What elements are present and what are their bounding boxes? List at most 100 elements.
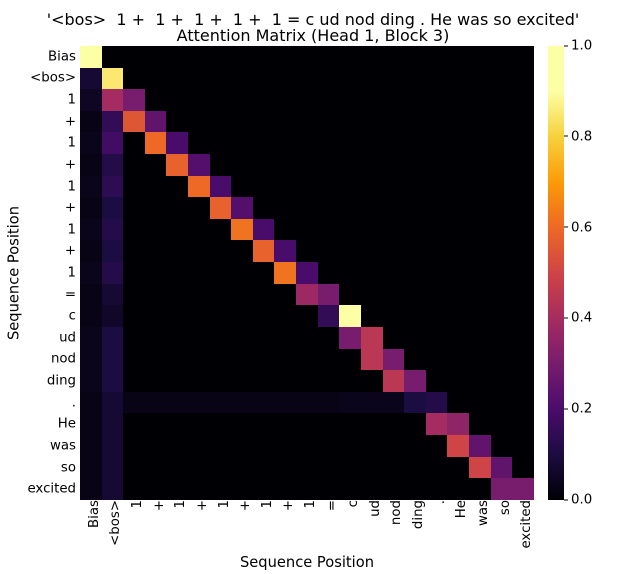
y-tick-label: nod (51, 352, 80, 367)
heatmap-cell (80, 240, 102, 262)
heatmap-cell (123, 370, 145, 392)
heatmap-cell (447, 89, 469, 111)
heatmap-cell (188, 327, 210, 349)
heatmap-cell (339, 478, 361, 500)
heatmap-cell (145, 457, 167, 479)
heatmap-cell (296, 111, 318, 133)
heatmap-cell (274, 305, 296, 327)
heatmap-cell (274, 349, 296, 371)
heatmap-cell (512, 327, 534, 349)
heatmap-cell (426, 132, 448, 154)
heatmap-cell (166, 68, 188, 90)
heatmap-cell (188, 240, 210, 262)
heatmap-cell (274, 176, 296, 198)
heatmap-cell (166, 413, 188, 435)
heatmap-cell (231, 305, 253, 327)
heatmap-cell (274, 392, 296, 414)
colorbar-tick: 0.6 (564, 220, 592, 235)
heatmap-cell (491, 413, 513, 435)
heatmap-cell (231, 68, 253, 90)
heatmap-cell (80, 89, 102, 111)
y-tick-label: so (61, 460, 80, 475)
heatmap-cell (318, 413, 340, 435)
heatmap-cell (253, 435, 275, 457)
heatmap-cell (253, 305, 275, 327)
heatmap-cell (491, 327, 513, 349)
heatmap-cell (231, 176, 253, 198)
heatmap-cell (426, 435, 448, 457)
heatmap-cell (166, 111, 188, 133)
heatmap-cell (166, 284, 188, 306)
heatmap-cell (404, 240, 426, 262)
heatmap-cell (318, 89, 340, 111)
heatmap-cell (361, 219, 383, 241)
heatmap-cell (210, 154, 232, 176)
heatmap-cell (253, 349, 275, 371)
heatmap-cell (210, 284, 232, 306)
heatmap-cell (253, 132, 275, 154)
heatmap-cell (512, 111, 534, 133)
heatmap-cell (102, 154, 124, 176)
colorbar-tick: 0.4 (564, 311, 592, 326)
heatmap-cell (447, 305, 469, 327)
y-tick-label: 1 (68, 93, 80, 108)
heatmap-cell (231, 413, 253, 435)
heatmap-cell (80, 197, 102, 219)
heatmap-cell (404, 46, 426, 68)
heatmap-cell (383, 392, 405, 414)
heatmap-cell (80, 219, 102, 241)
heatmap-cell (80, 68, 102, 90)
heatmap-cell (404, 370, 426, 392)
y-tick-label: 1 (68, 136, 80, 151)
x-tick-label: 1 (303, 500, 318, 508)
heatmap-cell (296, 370, 318, 392)
y-axis-label: Sequence Position (6, 206, 23, 340)
heatmap-cell (447, 392, 469, 414)
heatmap-cell (383, 46, 405, 68)
heatmap-cell (318, 478, 340, 500)
heatmap-cell (102, 197, 124, 219)
heatmap-cell (166, 132, 188, 154)
heatmap-cell (253, 68, 275, 90)
heatmap-cell (469, 392, 491, 414)
heatmap-cell (80, 370, 102, 392)
heatmap-cell (447, 111, 469, 133)
heatmap-cell (102, 89, 124, 111)
heatmap-cell (231, 370, 253, 392)
heatmap-cell (296, 392, 318, 414)
heatmap-cell (426, 370, 448, 392)
heatmap-cell (404, 327, 426, 349)
heatmap-cell (426, 176, 448, 198)
heatmap-cell (145, 392, 167, 414)
heatmap-cell (166, 457, 188, 479)
heatmap-cell (253, 197, 275, 219)
x-tick-label: + (152, 500, 167, 511)
heatmap-cell (102, 176, 124, 198)
heatmap-cell (469, 240, 491, 262)
heatmap-cell (102, 46, 124, 68)
heatmap-cell (361, 305, 383, 327)
heatmap-cell (491, 132, 513, 154)
heatmap-cell (404, 413, 426, 435)
heatmap-cell (404, 392, 426, 414)
heatmap-cell (491, 305, 513, 327)
heatmap-cell (123, 327, 145, 349)
heatmap-cell (339, 68, 361, 90)
heatmap-cell (166, 435, 188, 457)
heatmap-cell (469, 46, 491, 68)
heatmap-cell (253, 219, 275, 241)
heatmap-cell (404, 68, 426, 90)
heatmap-cell (469, 197, 491, 219)
heatmap-cell (296, 176, 318, 198)
heatmap-cell (145, 305, 167, 327)
heatmap-cell (296, 89, 318, 111)
heatmap-cell (166, 349, 188, 371)
heatmap-cell (318, 435, 340, 457)
heatmap-cell (123, 478, 145, 500)
heatmap-cell (426, 284, 448, 306)
heatmap-cell (491, 349, 513, 371)
heatmap-cell (210, 478, 232, 500)
heatmap-cell (210, 413, 232, 435)
heatmap-cell (274, 111, 296, 133)
heatmap-cell (383, 219, 405, 241)
